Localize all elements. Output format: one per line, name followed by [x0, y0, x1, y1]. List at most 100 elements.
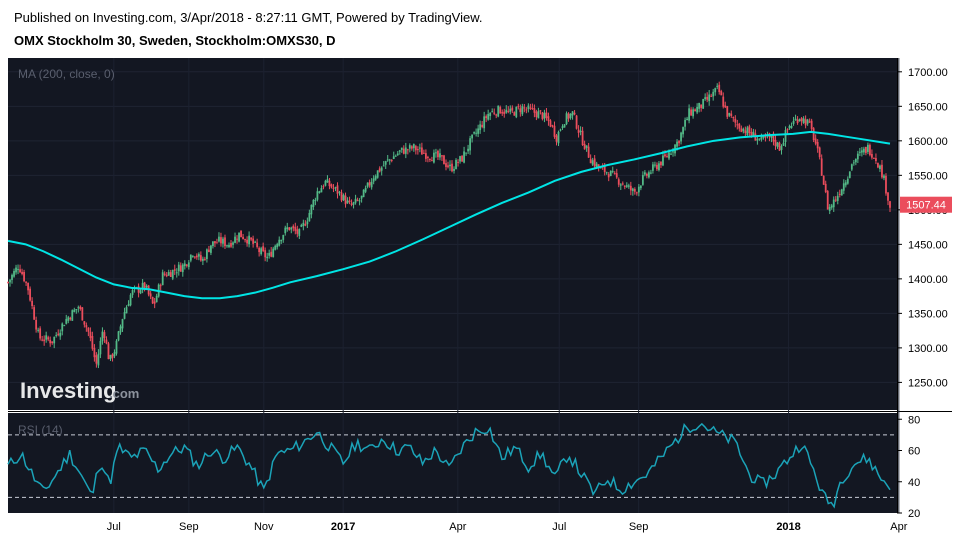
candle-body	[579, 130, 582, 132]
candle-body	[298, 228, 301, 236]
candle-body	[836, 195, 839, 201]
candle-body	[782, 142, 785, 146]
candle-body	[266, 256, 269, 259]
candle-body	[63, 325, 66, 327]
candle-body	[808, 121, 811, 123]
time-tick-label: Apr	[449, 521, 466, 533]
candle-body	[806, 119, 809, 124]
watermark-suffix: .com	[109, 386, 139, 401]
candle-body	[778, 142, 781, 151]
candle-body	[195, 255, 198, 258]
rsi-tick-label: 20	[908, 508, 920, 520]
candle-body	[814, 138, 817, 144]
candle-body	[29, 288, 32, 301]
candle-body	[481, 124, 484, 127]
candle-body	[392, 156, 395, 160]
candle-body	[772, 133, 775, 142]
candle-body	[95, 355, 98, 364]
candle-body	[668, 152, 670, 159]
candle-body	[750, 131, 753, 136]
price-tick-label: 1550.00	[908, 170, 948, 182]
candle-body	[354, 198, 357, 203]
candle-body	[864, 146, 867, 153]
candle-body	[571, 111, 574, 116]
candle-body	[842, 183, 845, 191]
candle-body	[726, 106, 729, 117]
rsi-pane[interactable]	[8, 413, 897, 513]
rsi-indicator-label[interactable]: RSI (14)	[18, 423, 63, 437]
candle-body	[662, 155, 664, 166]
candle-body	[302, 222, 305, 226]
candle-body	[495, 114, 498, 116]
candle-body	[702, 99, 705, 109]
time-tick-label: Jul	[107, 521, 121, 533]
candle-body	[286, 227, 289, 230]
price-pane[interactable]	[8, 58, 897, 410]
candle-body	[276, 244, 279, 248]
candle-body	[875, 158, 877, 162]
candle-body	[270, 251, 273, 257]
time-tick-label: Sep	[629, 521, 649, 533]
candle-body	[467, 148, 469, 152]
candle-body	[210, 245, 212, 253]
candle-body	[240, 230, 242, 238]
candle-body	[698, 102, 701, 109]
candle-body	[664, 154, 666, 157]
candle-body	[690, 109, 692, 116]
candle-body	[716, 85, 719, 87]
candle-body	[433, 152, 435, 163]
candle-body	[449, 164, 451, 167]
candle-body	[290, 227, 293, 230]
candle-body	[141, 282, 144, 290]
candle-body	[262, 246, 265, 252]
price-tick-label: 1600.00	[908, 136, 948, 148]
candle-body	[179, 265, 182, 272]
candle-body	[469, 138, 471, 151]
candle-body	[85, 325, 88, 328]
candle-body	[153, 301, 156, 304]
candle-body	[7, 282, 9, 284]
ma-indicator-label[interactable]: MA (200, close, 0)	[18, 67, 115, 81]
candle-body	[505, 109, 508, 113]
candle-body	[416, 148, 419, 151]
candle-body	[362, 189, 365, 198]
candle-body	[336, 185, 339, 194]
price-tick-label: 1250.00	[908, 377, 948, 389]
candle-body	[296, 229, 299, 234]
candle-body	[549, 120, 552, 127]
candle-body	[485, 116, 488, 119]
candle-body	[718, 84, 721, 93]
candle-body	[459, 156, 461, 162]
candle-body	[635, 192, 638, 194]
candle-body	[59, 332, 62, 337]
price-tick-label: 1700.00	[908, 67, 948, 79]
candle-body	[619, 184, 622, 186]
rsi-tick-label: 60	[908, 446, 920, 458]
candle-body	[852, 162, 855, 164]
candle-body	[143, 282, 146, 288]
candle-body	[121, 319, 124, 329]
candle-body	[658, 163, 660, 171]
candle-body	[39, 328, 42, 339]
candle-body	[736, 124, 739, 126]
ma-line	[7, 130, 891, 300]
candle-body	[366, 182, 369, 187]
candle-body	[222, 238, 224, 244]
candle-body	[101, 331, 104, 342]
candle-body	[537, 111, 540, 119]
candle-body	[83, 321, 86, 325]
candle-body	[25, 281, 27, 283]
candle-body	[173, 269, 176, 271]
candle-body	[447, 165, 449, 168]
candle-body	[692, 109, 695, 117]
candle-body	[877, 163, 879, 168]
candle-body	[212, 241, 214, 247]
time-tick-label: 2018	[776, 521, 800, 533]
candle-body	[533, 108, 536, 113]
candle-body	[573, 112, 576, 115]
candle-body	[103, 332, 106, 339]
candle-body	[883, 175, 885, 179]
candle-body	[774, 139, 777, 146]
candle-body	[656, 164, 658, 170]
